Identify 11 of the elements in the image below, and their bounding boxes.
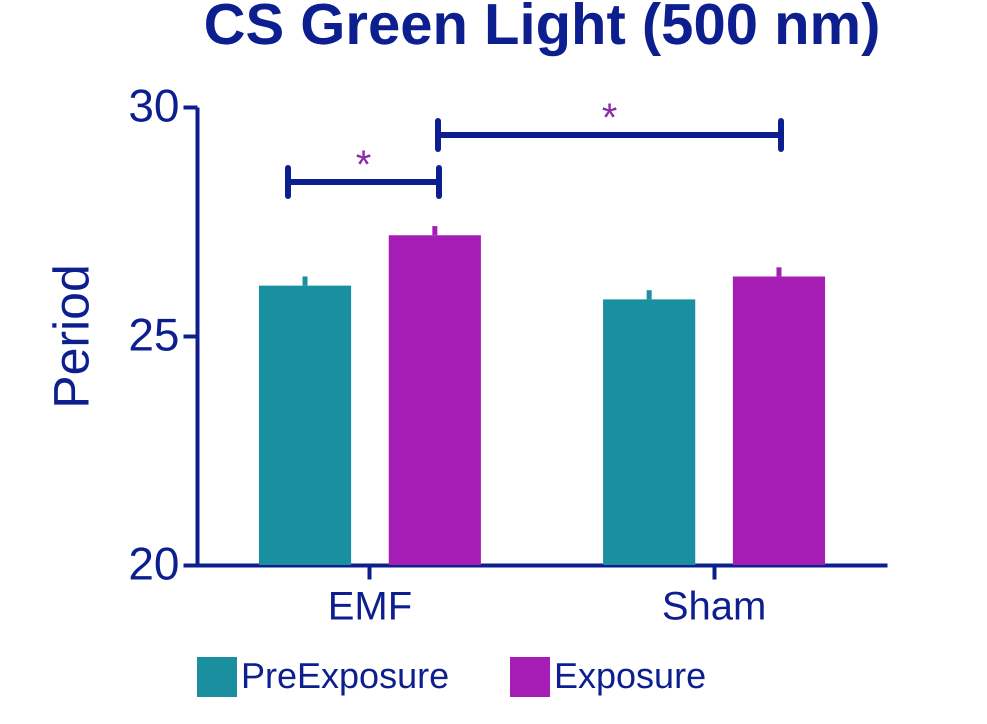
x-tick-label: Sham	[662, 584, 766, 628]
annotation: *	[602, 96, 618, 140]
y-tick-label: 25	[128, 308, 180, 360]
annotation: *	[356, 143, 372, 187]
y-tick-label: 30	[128, 80, 180, 132]
legend-label: PreExposure	[241, 655, 450, 696]
y-axis-title: Period	[43, 264, 100, 409]
legend-label: Exposure	[554, 655, 706, 696]
y-tick-label: 20	[128, 538, 180, 590]
chart-title: CS Green Light (500 nm)	[204, 0, 880, 57]
x-tick-label: EMF	[328, 584, 412, 628]
